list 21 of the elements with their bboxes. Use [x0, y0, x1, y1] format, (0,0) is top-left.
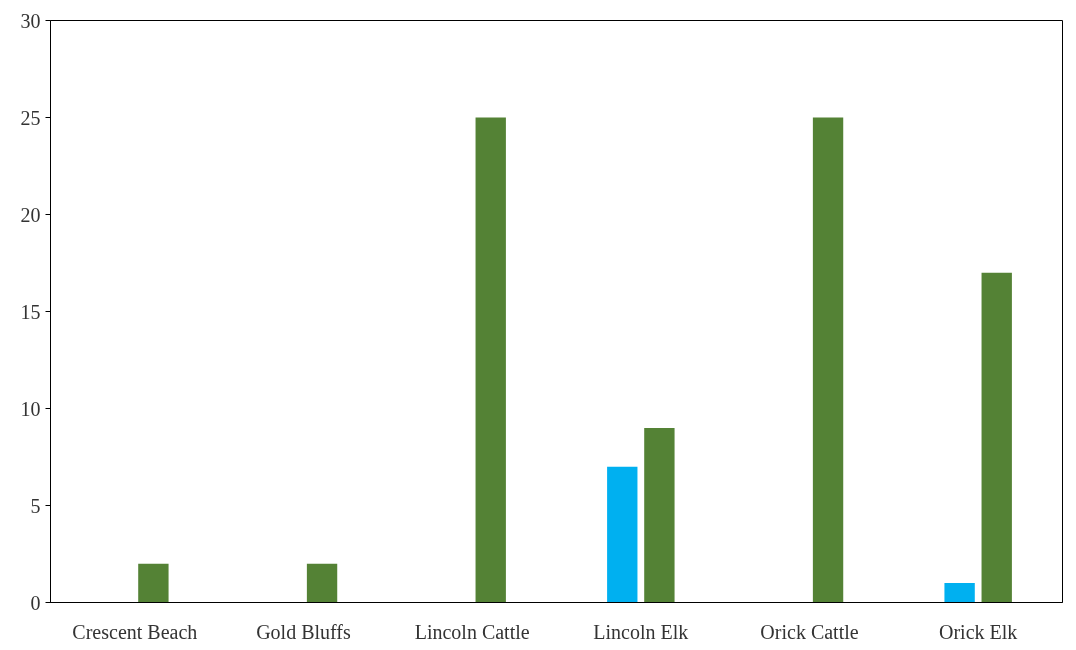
- y-tick-label: 10: [20, 397, 41, 420]
- x-tick-label: Orick Elk: [939, 620, 1018, 643]
- x-tick-label: Lincoln Elk: [593, 620, 689, 643]
- y-tick-label: 15: [20, 300, 41, 323]
- bar: [944, 583, 975, 603]
- x-tick-label: Lincoln Cattle: [414, 620, 530, 643]
- bar: [475, 117, 506, 603]
- y-tick-label: 5: [30, 494, 41, 517]
- y-tick-label: 0: [30, 591, 41, 614]
- x-tick-label: Orick Cattle: [760, 620, 859, 643]
- bar: [138, 563, 169, 603]
- y-tick-label: 25: [20, 106, 41, 129]
- y-tick-label: 20: [20, 203, 41, 226]
- x-tick-label: Gold Bluffs: [256, 620, 352, 643]
- bar: [644, 427, 675, 603]
- bar: [607, 466, 638, 603]
- y-tick-label: 30: [20, 9, 41, 32]
- bar: [306, 563, 338, 603]
- bar: [812, 117, 844, 603]
- x-tick-label: Crescent Beach: [72, 620, 198, 643]
- bar: [981, 272, 1012, 603]
